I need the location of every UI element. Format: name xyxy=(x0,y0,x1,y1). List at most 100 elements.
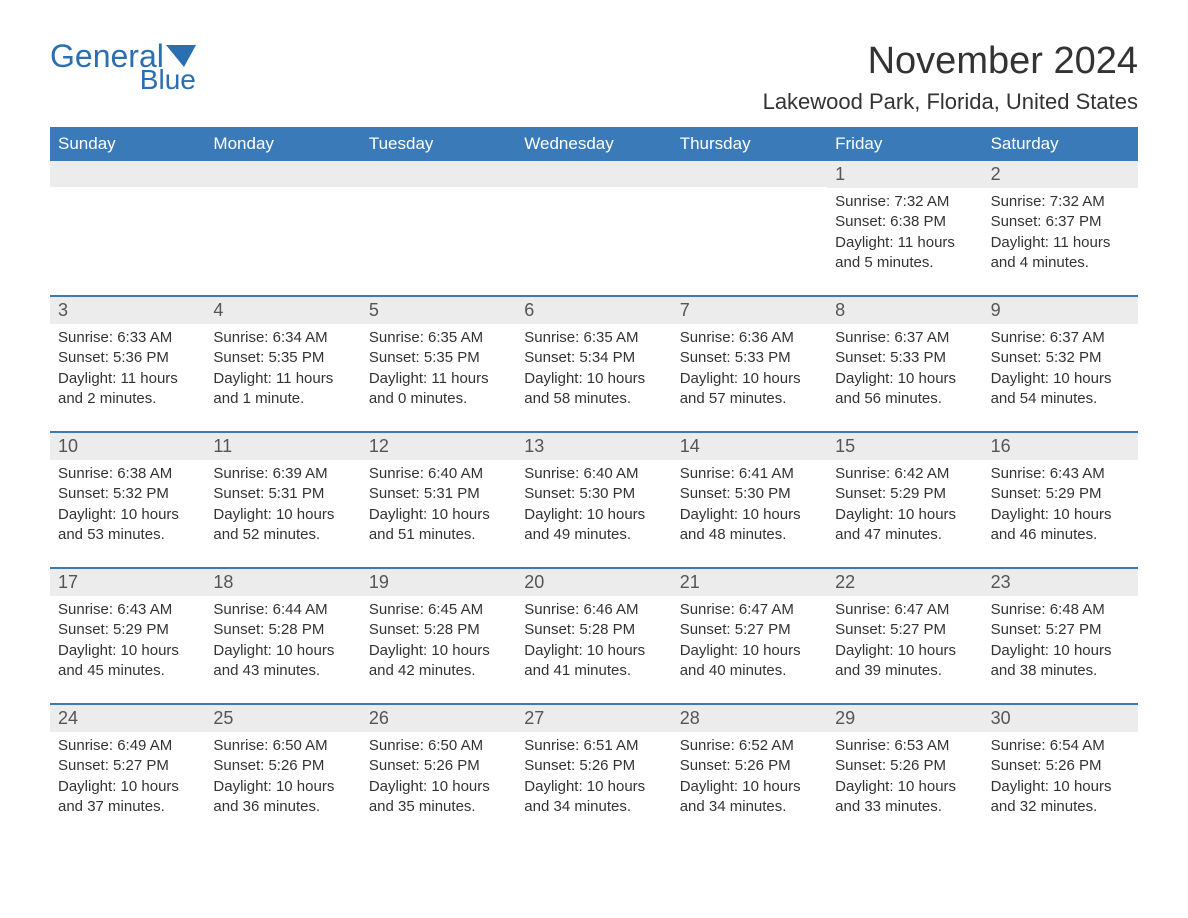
page-header: General Blue November 2024 Lakewood Park… xyxy=(50,40,1138,115)
day-sunrise: Sunrise: 6:48 AM xyxy=(991,600,1130,620)
day-daylight1: Daylight: 10 hours xyxy=(369,505,508,525)
day-sunset: Sunset: 5:28 PM xyxy=(213,620,352,640)
day-daylight1: Daylight: 10 hours xyxy=(680,641,819,661)
day-number: 8 xyxy=(827,297,982,324)
day-number: 2 xyxy=(983,161,1138,188)
day-content: Sunrise: 6:39 AMSunset: 5:31 PMDaylight:… xyxy=(205,460,360,549)
day-daylight2: and 2 minutes. xyxy=(58,389,197,409)
day-number: 12 xyxy=(361,433,516,460)
day-sunset: Sunset: 5:26 PM xyxy=(369,756,508,776)
day-sunrise: Sunrise: 6:50 AM xyxy=(213,736,352,756)
day-sunset: Sunset: 5:27 PM xyxy=(680,620,819,640)
day-cell: 2Sunrise: 7:32 AMSunset: 6:37 PMDaylight… xyxy=(983,161,1138,281)
day-sunrise: Sunrise: 6:49 AM xyxy=(58,736,197,756)
day-sunset: Sunset: 5:26 PM xyxy=(680,756,819,776)
day-sunset: Sunset: 5:29 PM xyxy=(991,484,1130,504)
day-number: 13 xyxy=(516,433,671,460)
day-sunset: Sunset: 5:29 PM xyxy=(58,620,197,640)
day-sunset: Sunset: 5:27 PM xyxy=(58,756,197,776)
day-content: Sunrise: 6:50 AMSunset: 5:26 PMDaylight:… xyxy=(205,732,360,821)
day-number: 22 xyxy=(827,569,982,596)
day-sunrise: Sunrise: 6:40 AM xyxy=(524,464,663,484)
day-content: Sunrise: 6:40 AMSunset: 5:31 PMDaylight:… xyxy=(361,460,516,549)
day-daylight2: and 0 minutes. xyxy=(369,389,508,409)
day-number: 28 xyxy=(672,705,827,732)
day-sunrise: Sunrise: 6:34 AM xyxy=(213,328,352,348)
day-content: Sunrise: 6:44 AMSunset: 5:28 PMDaylight:… xyxy=(205,596,360,685)
day-daylight1: Daylight: 11 hours xyxy=(369,369,508,389)
day-number xyxy=(50,161,205,187)
empty-day-cell xyxy=(516,161,671,281)
day-cell: 18Sunrise: 6:44 AMSunset: 5:28 PMDayligh… xyxy=(205,569,360,689)
weekday-header: Wednesday xyxy=(516,127,671,161)
week-row: 17Sunrise: 6:43 AMSunset: 5:29 PMDayligh… xyxy=(50,567,1138,689)
day-daylight2: and 5 minutes. xyxy=(835,253,974,273)
day-daylight2: and 41 minutes. xyxy=(524,661,663,681)
day-sunset: Sunset: 6:38 PM xyxy=(835,212,974,232)
day-content: Sunrise: 6:50 AMSunset: 5:26 PMDaylight:… xyxy=(361,732,516,821)
weekday-header: Thursday xyxy=(672,127,827,161)
day-daylight2: and 57 minutes. xyxy=(680,389,819,409)
day-daylight1: Daylight: 10 hours xyxy=(680,777,819,797)
day-number: 14 xyxy=(672,433,827,460)
day-sunset: Sunset: 5:27 PM xyxy=(991,620,1130,640)
day-daylight2: and 42 minutes. xyxy=(369,661,508,681)
day-content: Sunrise: 6:37 AMSunset: 5:33 PMDaylight:… xyxy=(827,324,982,413)
day-content: Sunrise: 6:49 AMSunset: 5:27 PMDaylight:… xyxy=(50,732,205,821)
empty-day-cell xyxy=(361,161,516,281)
day-daylight1: Daylight: 10 hours xyxy=(835,369,974,389)
day-sunset: Sunset: 5:33 PM xyxy=(680,348,819,368)
day-sunrise: Sunrise: 6:37 AM xyxy=(835,328,974,348)
day-cell: 5Sunrise: 6:35 AMSunset: 5:35 PMDaylight… xyxy=(361,297,516,417)
day-number: 6 xyxy=(516,297,671,324)
day-sunrise: Sunrise: 6:51 AM xyxy=(524,736,663,756)
day-content: Sunrise: 6:45 AMSunset: 5:28 PMDaylight:… xyxy=(361,596,516,685)
empty-day-cell xyxy=(50,161,205,281)
day-sunrise: Sunrise: 6:40 AM xyxy=(369,464,508,484)
day-number xyxy=(205,161,360,187)
day-daylight2: and 34 minutes. xyxy=(524,797,663,817)
day-cell: 21Sunrise: 6:47 AMSunset: 5:27 PMDayligh… xyxy=(672,569,827,689)
logo: General Blue xyxy=(50,40,196,94)
day-daylight1: Daylight: 10 hours xyxy=(835,505,974,525)
day-sunrise: Sunrise: 6:54 AM xyxy=(991,736,1130,756)
day-number: 7 xyxy=(672,297,827,324)
day-sunset: Sunset: 5:28 PM xyxy=(524,620,663,640)
day-daylight2: and 1 minute. xyxy=(213,389,352,409)
day-number: 25 xyxy=(205,705,360,732)
day-number: 24 xyxy=(50,705,205,732)
day-sunrise: Sunrise: 6:46 AM xyxy=(524,600,663,620)
day-daylight1: Daylight: 11 hours xyxy=(835,233,974,253)
day-daylight2: and 36 minutes. xyxy=(213,797,352,817)
day-sunrise: Sunrise: 6:38 AM xyxy=(58,464,197,484)
day-daylight2: and 33 minutes. xyxy=(835,797,974,817)
day-content: Sunrise: 6:35 AMSunset: 5:35 PMDaylight:… xyxy=(361,324,516,413)
day-daylight2: and 46 minutes. xyxy=(991,525,1130,545)
day-sunrise: Sunrise: 6:43 AM xyxy=(58,600,197,620)
day-number: 15 xyxy=(827,433,982,460)
day-daylight2: and 34 minutes. xyxy=(680,797,819,817)
day-content: Sunrise: 6:34 AMSunset: 5:35 PMDaylight:… xyxy=(205,324,360,413)
day-daylight1: Daylight: 10 hours xyxy=(524,777,663,797)
day-number: 20 xyxy=(516,569,671,596)
day-daylight1: Daylight: 10 hours xyxy=(991,641,1130,661)
day-content: Sunrise: 6:40 AMSunset: 5:30 PMDaylight:… xyxy=(516,460,671,549)
day-cell: 14Sunrise: 6:41 AMSunset: 5:30 PMDayligh… xyxy=(672,433,827,553)
day-sunset: Sunset: 5:34 PM xyxy=(524,348,663,368)
weekday-header: Monday xyxy=(205,127,360,161)
weekday-header: Tuesday xyxy=(361,127,516,161)
day-daylight1: Daylight: 10 hours xyxy=(680,505,819,525)
day-number: 16 xyxy=(983,433,1138,460)
day-daylight1: Daylight: 10 hours xyxy=(524,505,663,525)
day-cell: 3Sunrise: 6:33 AMSunset: 5:36 PMDaylight… xyxy=(50,297,205,417)
day-cell: 15Sunrise: 6:42 AMSunset: 5:29 PMDayligh… xyxy=(827,433,982,553)
day-sunset: Sunset: 5:28 PM xyxy=(369,620,508,640)
day-daylight1: Daylight: 11 hours xyxy=(58,369,197,389)
day-daylight2: and 39 minutes. xyxy=(835,661,974,681)
day-cell: 26Sunrise: 6:50 AMSunset: 5:26 PMDayligh… xyxy=(361,705,516,825)
day-daylight2: and 56 minutes. xyxy=(835,389,974,409)
day-cell: 19Sunrise: 6:45 AMSunset: 5:28 PMDayligh… xyxy=(361,569,516,689)
month-title: November 2024 xyxy=(763,40,1138,83)
day-sunset: Sunset: 5:31 PM xyxy=(213,484,352,504)
day-number: 9 xyxy=(983,297,1138,324)
